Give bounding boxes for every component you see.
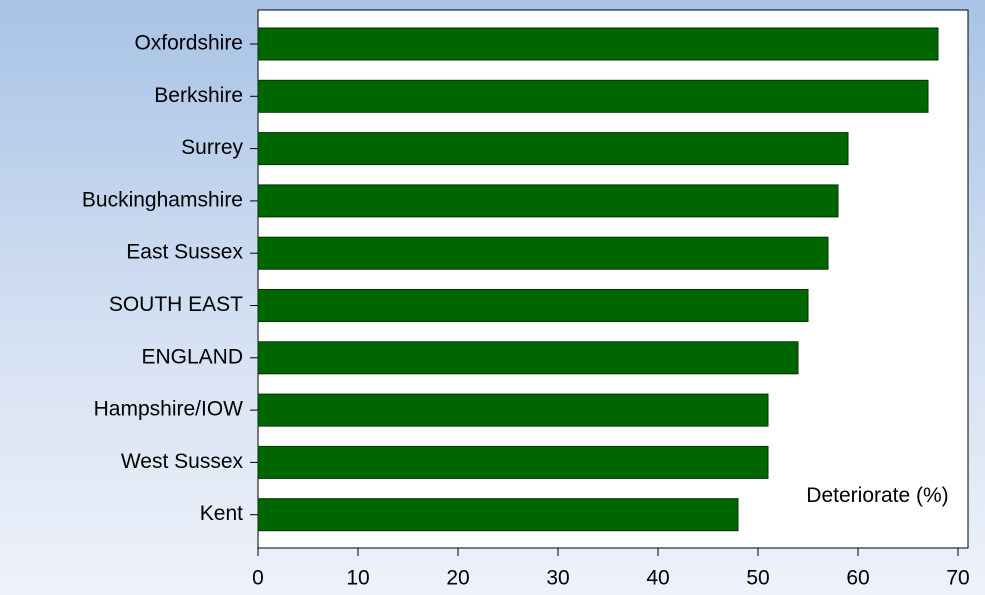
bar <box>257 236 829 270</box>
bar <box>257 184 839 218</box>
bar <box>257 445 769 479</box>
x-tick-label: 40 <box>646 567 669 590</box>
y-tick-label: Hampshire/IOW <box>94 398 244 421</box>
bar <box>257 498 739 532</box>
bar <box>257 132 849 166</box>
x-tick-label: 20 <box>446 567 469 590</box>
y-tick-label: East Sussex <box>126 241 243 264</box>
bar <box>257 27 939 61</box>
y-tick-label: SOUTH EAST <box>109 293 243 316</box>
bar <box>257 79 929 113</box>
y-tick-label: Buckinghamshire <box>82 188 243 211</box>
x-tick-label: 50 <box>746 567 769 590</box>
y-tick-label: Surrey <box>181 136 243 159</box>
y-tick-label: West Sussex <box>121 450 244 473</box>
y-tick-label: ENGLAND <box>141 345 243 368</box>
y-tick-label: Kent <box>200 502 243 525</box>
x-tick-label: 60 <box>846 567 869 590</box>
annotation: Deteriorate (%) <box>806 484 949 507</box>
y-tick-label: Berkshire <box>154 84 243 107</box>
x-tick-label: 70 <box>946 567 969 590</box>
bar <box>257 341 799 375</box>
y-tick-label: Oxfordshire <box>134 32 243 55</box>
x-tick-label: 30 <box>546 567 569 590</box>
bar <box>257 289 809 322</box>
bar <box>257 393 769 427</box>
x-tick-label: 0 <box>252 567 264 590</box>
x-tick-label: 10 <box>346 567 369 590</box>
